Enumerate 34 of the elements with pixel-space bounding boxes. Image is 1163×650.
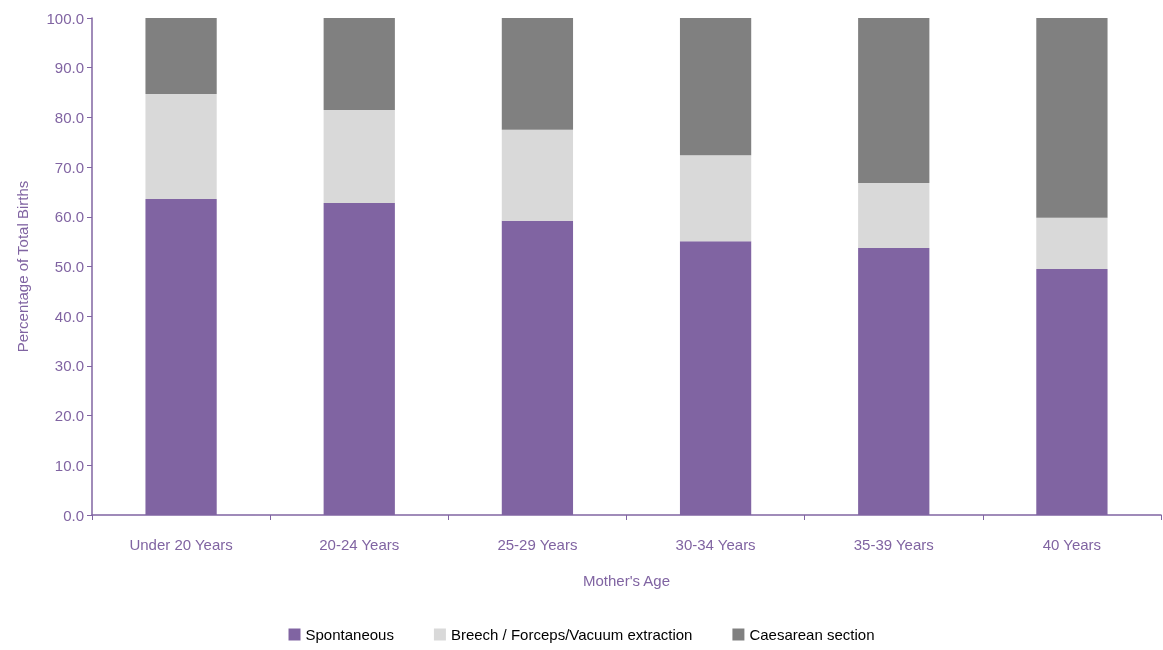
x-tick-label: 30-34 Years bbox=[675, 536, 756, 553]
y-tick-label: 20.0 bbox=[54, 407, 84, 425]
y-tick-label: 80.0 bbox=[54, 108, 84, 126]
x-tick-label: 20-24 Years bbox=[319, 536, 400, 553]
bar bbox=[679, 155, 752, 242]
x-tick-label: 35-39 Years bbox=[853, 536, 934, 553]
y-tick-label: 10.0 bbox=[54, 456, 84, 474]
legend-label: Spontaneous bbox=[305, 626, 394, 643]
y-tick-label: 100.0 bbox=[46, 9, 84, 27]
y-tick-label: 30.0 bbox=[54, 357, 84, 375]
bar bbox=[679, 18, 752, 156]
x-tick-label: Under 20 Years bbox=[129, 536, 233, 553]
bar bbox=[1036, 217, 1108, 269]
y-tick-label: 50.0 bbox=[54, 258, 84, 275]
bar bbox=[323, 109, 395, 203]
y-tick-label: 40.0 bbox=[54, 307, 84, 325]
y-tick-label: 90.0 bbox=[54, 59, 84, 77]
bar bbox=[323, 18, 395, 110]
bar bbox=[145, 94, 217, 199]
y-axis-title: Percentage of Total Births bbox=[14, 180, 31, 353]
bar bbox=[858, 18, 930, 183]
legend-label: Breech / Forceps/Vacuum extraction bbox=[450, 626, 693, 643]
bar bbox=[1036, 18, 1108, 218]
bar bbox=[145, 18, 217, 95]
y-tick-label: 70.0 bbox=[54, 158, 84, 176]
y-tick-label: 0.0 bbox=[63, 506, 84, 524]
bar bbox=[501, 18, 574, 130]
x-tick-label: 40 Years bbox=[1042, 536, 1102, 553]
x-axis-title: Mother's Age bbox=[582, 572, 671, 589]
bar bbox=[858, 183, 930, 249]
legend-label: Caesarean section bbox=[749, 626, 875, 643]
bar bbox=[501, 129, 574, 221]
y-tick-label: 60.0 bbox=[54, 208, 84, 226]
x-tick-label: 25-29 Years bbox=[497, 536, 578, 553]
